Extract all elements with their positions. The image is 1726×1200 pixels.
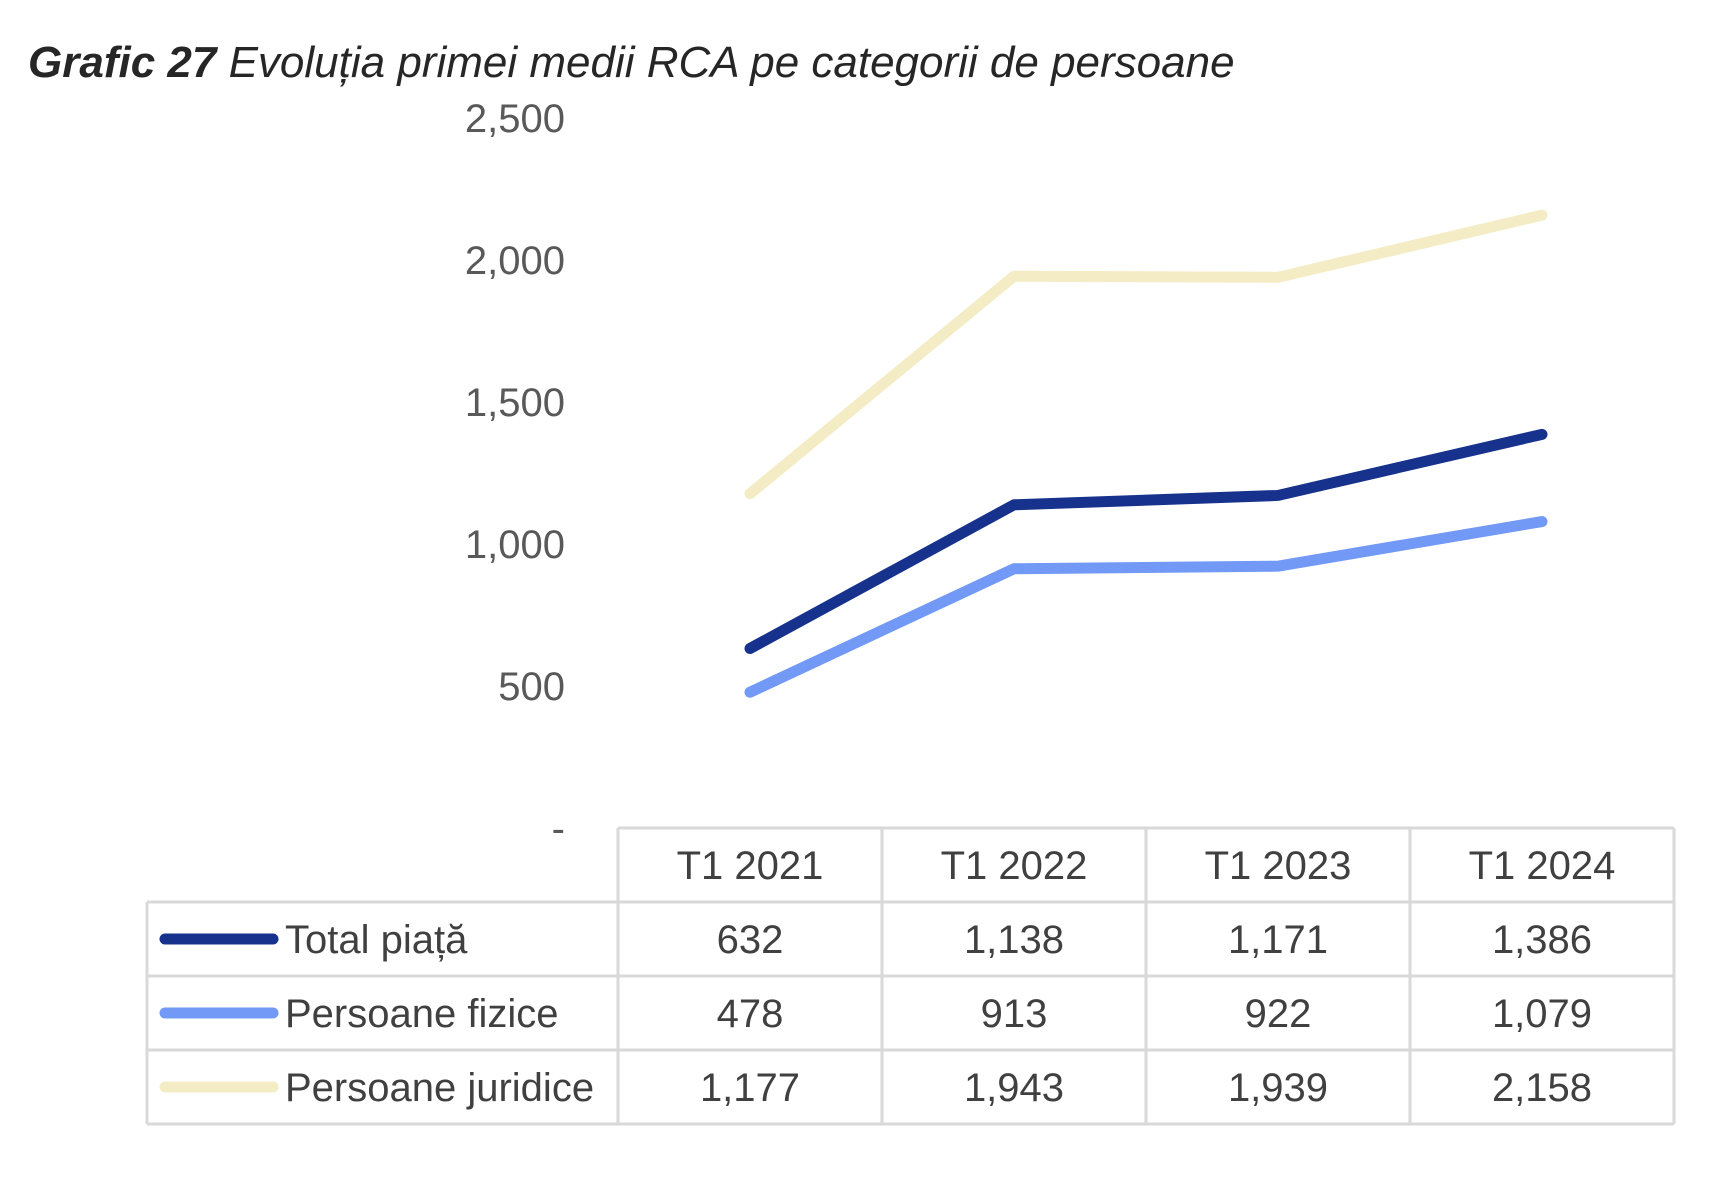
x-category-label: T1 2023 bbox=[1205, 844, 1352, 888]
data-label: 1,939 bbox=[1228, 1066, 1328, 1110]
x-category-label: T1 2022 bbox=[941, 844, 1088, 888]
data-label: 478 bbox=[717, 992, 784, 1036]
y-tick-label: - bbox=[552, 807, 565, 851]
series-name: Persoane juridice bbox=[285, 1066, 594, 1110]
data-label: 1,171 bbox=[1228, 918, 1328, 962]
y-tick-label: 2,000 bbox=[465, 239, 565, 283]
chart-title: Grafic 27 Evoluția primei medii RCA pe c… bbox=[28, 38, 1235, 88]
chart-title-text: Evoluția primei medii RCA pe categorii d… bbox=[228, 38, 1235, 87]
data-label: 1,177 bbox=[700, 1066, 800, 1110]
data-label: 2,158 bbox=[1492, 1066, 1592, 1110]
x-category-label: T1 2024 bbox=[1469, 844, 1616, 888]
data-label: 1,079 bbox=[1492, 992, 1592, 1036]
series-line-2 bbox=[744, 516, 1548, 698]
data-label: 922 bbox=[1245, 992, 1312, 1036]
y-tick-label: 1,000 bbox=[465, 523, 565, 567]
y-tick-label: 1,500 bbox=[465, 381, 565, 425]
series-line-1 bbox=[744, 428, 1548, 655]
data-label: 1,386 bbox=[1492, 918, 1592, 962]
series-line-3 bbox=[744, 209, 1548, 500]
data-label: 913 bbox=[981, 992, 1048, 1036]
chart-title-number: Grafic 27 bbox=[28, 38, 217, 87]
series-name: Total piață bbox=[285, 918, 468, 962]
data-label: 1,943 bbox=[964, 1066, 1064, 1110]
x-category-label: T1 2021 bbox=[677, 844, 824, 888]
series-name: Persoane fizice bbox=[285, 992, 558, 1036]
y-tick-label: 2,500 bbox=[465, 97, 565, 141]
data-label: 1,138 bbox=[964, 918, 1064, 962]
y-tick-label: 500 bbox=[498, 665, 565, 709]
data-label: 632 bbox=[717, 918, 784, 962]
